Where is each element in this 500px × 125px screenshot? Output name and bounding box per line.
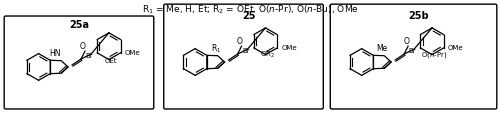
Text: Br: Br: [409, 48, 416, 54]
Text: O: O: [80, 42, 86, 51]
Text: OR$_2$: OR$_2$: [260, 49, 275, 59]
Text: O: O: [236, 37, 242, 46]
Text: 25a: 25a: [69, 20, 89, 30]
Text: OMe: OMe: [281, 45, 297, 51]
FancyBboxPatch shape: [4, 16, 154, 109]
Text: O($n$-Pr): O($n$-Pr): [421, 50, 448, 59]
Text: Me: Me: [376, 44, 388, 53]
Text: O: O: [403, 37, 409, 46]
Text: OMe: OMe: [448, 45, 464, 51]
Text: Br: Br: [242, 48, 250, 54]
FancyBboxPatch shape: [330, 4, 497, 109]
Text: R$_1$: R$_1$: [210, 42, 221, 55]
FancyBboxPatch shape: [164, 4, 324, 109]
Text: R$_1$ = Me, H, Et; R$_2$ = OEt, O($n$-Pr), O($n$-Bu), OMe: R$_1$ = Me, H, Et; R$_2$ = OEt, O($n$-Pr…: [142, 3, 358, 16]
Text: 25b: 25b: [408, 10, 429, 20]
Text: OEt: OEt: [104, 58, 117, 64]
Text: OMe: OMe: [124, 50, 140, 56]
Text: Br: Br: [86, 53, 94, 59]
Text: HN: HN: [50, 49, 61, 58]
Text: 25: 25: [242, 10, 256, 20]
